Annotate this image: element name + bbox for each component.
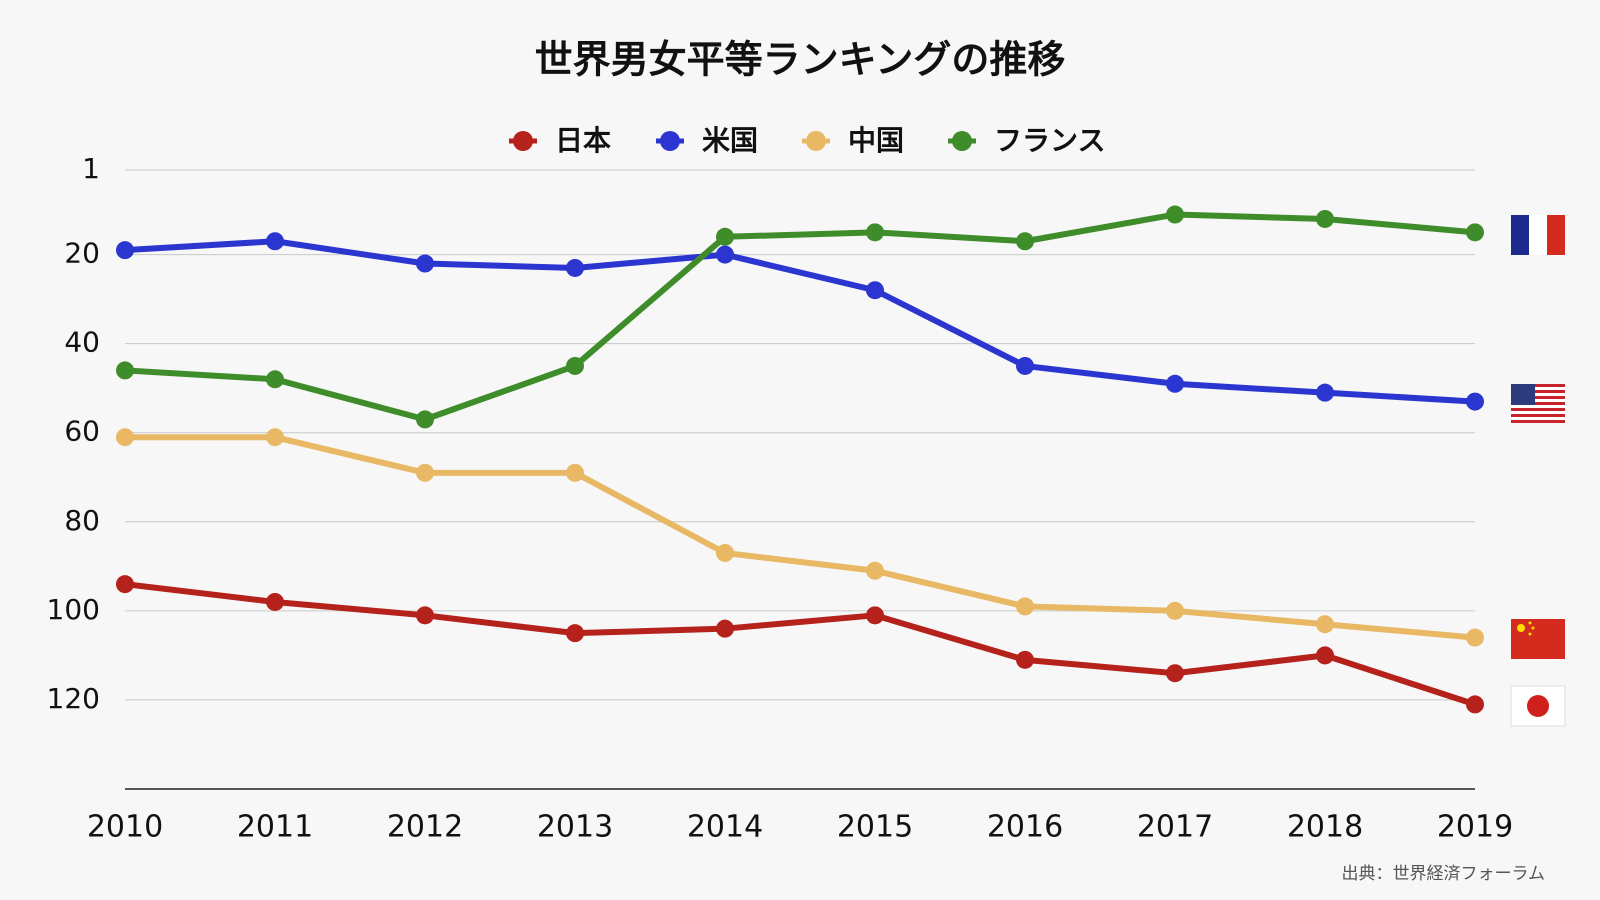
flag-china xyxy=(1511,619,1565,659)
legend-label: フランス xyxy=(994,124,1105,157)
legend-label: 中国 xyxy=(848,124,904,157)
legend-swatch xyxy=(660,131,680,151)
legend-swatch xyxy=(513,131,533,151)
data-point xyxy=(1466,392,1484,411)
data-point xyxy=(1316,383,1334,402)
legend-swatch xyxy=(806,131,826,151)
y-tick-label: 20 xyxy=(64,237,100,270)
data-point xyxy=(1166,374,1184,393)
data-point xyxy=(266,592,284,611)
data-point xyxy=(1466,628,1484,647)
data-point xyxy=(1316,209,1334,228)
x-tick-label: 2015 xyxy=(837,810,913,845)
data-point xyxy=(266,232,284,251)
data-point xyxy=(716,619,734,638)
x-tick-label: 2019 xyxy=(1437,810,1513,845)
x-tick-label: 2010 xyxy=(87,810,163,845)
data-point xyxy=(866,223,884,242)
data-point xyxy=(116,361,134,380)
data-point xyxy=(566,356,584,375)
data-point xyxy=(116,575,134,594)
data-point xyxy=(1466,223,1484,242)
y-tick-label: 40 xyxy=(64,326,100,359)
data-point xyxy=(566,624,584,643)
series-line xyxy=(124,238,1476,405)
data-point xyxy=(1016,650,1034,669)
data-point xyxy=(1166,664,1184,683)
x-tick-label: 2016 xyxy=(987,810,1063,845)
data-point xyxy=(416,254,434,273)
data-point xyxy=(266,428,284,447)
data-point xyxy=(266,370,284,389)
data-point xyxy=(1016,356,1034,375)
x-tick-label: 2011 xyxy=(237,810,313,845)
data-point xyxy=(716,543,734,562)
data-point xyxy=(416,463,434,482)
data-point xyxy=(716,245,734,264)
data-point xyxy=(416,410,434,429)
y-tick-label: 100 xyxy=(47,593,100,626)
data-point xyxy=(866,281,884,300)
data-point xyxy=(716,227,734,246)
data-point xyxy=(1466,695,1484,714)
data-point xyxy=(866,606,884,625)
series-line xyxy=(125,434,1476,641)
x-tick-label: 2014 xyxy=(687,810,763,845)
data-point xyxy=(1166,601,1184,620)
x-tick-label: 2018 xyxy=(1287,810,1363,845)
chart-title: 世界男女平等ランキングの推移 xyxy=(535,38,1066,82)
y-tick-label: 80 xyxy=(64,504,100,537)
x-tick-label: 2012 xyxy=(387,810,463,845)
data-point xyxy=(116,241,134,260)
flag-japan xyxy=(1510,685,1566,727)
series-line xyxy=(124,581,1476,708)
x-tick-label: 2013 xyxy=(537,810,613,845)
legend-label: 日本 xyxy=(555,124,611,157)
flag-france xyxy=(1511,215,1565,255)
x-tick-label: 2017 xyxy=(1137,810,1213,845)
data-point xyxy=(1316,646,1334,665)
source-note: 出典：世界経済フォーラム xyxy=(1342,864,1546,884)
flag-usa xyxy=(1511,384,1565,423)
data-point xyxy=(1016,232,1034,251)
data-point xyxy=(1316,615,1334,634)
series-line xyxy=(124,211,1476,423)
y-tick-label: 60 xyxy=(64,415,100,448)
data-point xyxy=(1166,205,1184,224)
data-point xyxy=(116,428,134,447)
data-point xyxy=(866,561,884,580)
data-point xyxy=(1016,597,1034,616)
y-tick-label: 120 xyxy=(47,682,100,715)
y-tick-label: 1 xyxy=(82,152,100,185)
data-point xyxy=(566,258,584,277)
legend-swatch xyxy=(952,131,972,151)
legend-label: 米国 xyxy=(702,124,758,157)
data-point xyxy=(566,463,584,482)
data-point xyxy=(416,606,434,625)
